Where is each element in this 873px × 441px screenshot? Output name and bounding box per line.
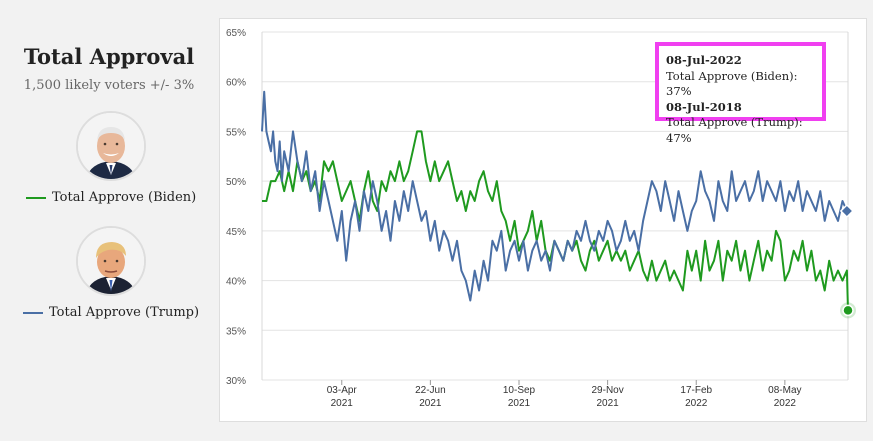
trump-portrait-icon [78, 228, 144, 294]
tooltip-value-2: Total Approve (Trump): 47% [666, 115, 803, 145]
x-tick-label: 10-Sep [503, 385, 536, 396]
biden-end-marker [842, 304, 854, 317]
y-tick-label: 45% [226, 227, 246, 238]
legend-label-trump: Total Approve (Trump) [49, 305, 200, 320]
legend-item-biden: Total Approve (Biden) [26, 190, 196, 205]
series-line-trump [261, 90, 848, 302]
y-tick-label: 30% [226, 376, 246, 387]
x-tick-label: 08-May [768, 385, 801, 396]
x-tick-label: 03-Apr [327, 385, 358, 396]
panel-title: Total Approval [23, 44, 195, 69]
legend-label-biden: Total Approve (Biden) [52, 190, 197, 205]
biden-avatar [76, 111, 146, 181]
x-tick-year-label: 2021 [419, 398, 442, 409]
trump-avatar [76, 226, 146, 296]
approval-line-chart[interactable]: 30% 35% 40% 45% 50% 55% 60% 65% 03-Apr 2021 22-Jun… [220, 19, 866, 421]
tooltip-date-1: 08-Jul-2022 [666, 53, 742, 67]
legend-item-trump: Total Approve (Trump) [23, 305, 199, 320]
tooltip-date-2: 08-Jul-2018 [666, 99, 742, 114]
legend-line-green-icon [26, 196, 46, 199]
x-tick-year-label: 2021 [331, 398, 354, 409]
x-tick-label: 17-Feb [680, 385, 712, 396]
x-tick-label: 29-Nov [591, 385, 623, 396]
chart-tooltip: 08-Jul-2022 Total Approve (Biden): 37% 0… [655, 42, 826, 145]
y-tick-label: 40% [226, 277, 246, 288]
trump-end-marker [839, 203, 854, 219]
x-tick-year-label: 2022 [685, 398, 708, 409]
y-tick-label: 60% [226, 78, 246, 89]
y-tick-label: 35% [226, 326, 246, 337]
y-tick-label: 50% [226, 177, 246, 188]
panel-subtitle: 1,500 likely voters +/- 3% [23, 78, 195, 93]
x-tick-label: 22-Jun [415, 385, 446, 396]
biden-portrait-icon [78, 113, 144, 179]
y-tick-label: 65% [226, 28, 246, 39]
y-tick-label: 55% [226, 127, 246, 138]
x-tick-year-label: 2021 [508, 398, 531, 409]
summary-panel: Total Approval 1,500 likely voters +/- 3… [0, 0, 218, 441]
legend-line-blue-icon [23, 311, 43, 314]
tooltip-value-1: Total Approve (Biden): 37% [666, 68, 798, 99]
x-tick-year-label: 2022 [774, 398, 797, 409]
x-tick-year-label: 2021 [596, 398, 619, 409]
chart-card: 30% 35% 40% 45% 50% 55% 60% 65% 03-Apr 2021 22-Jun… [219, 18, 867, 422]
